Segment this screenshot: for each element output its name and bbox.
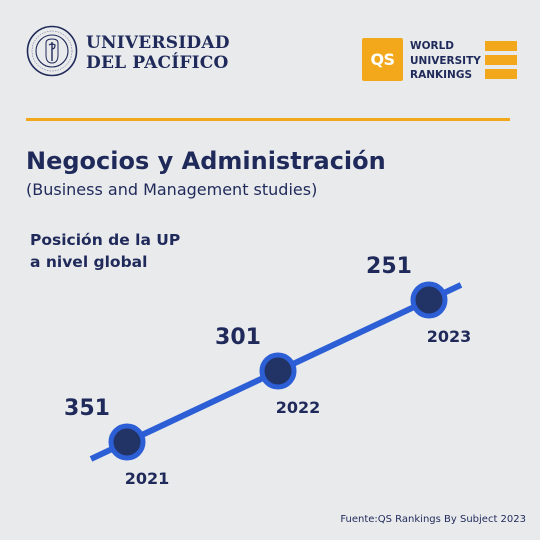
qs-bar-2 [485,55,517,65]
qs-line-1: WORLD [410,40,454,52]
value-label-2022: 301 [215,325,261,350]
year-label-2021: 2021 [125,469,170,488]
qs-line-3: RANKINGS [410,69,473,81]
page-subtitle: (Business and Management studies) [26,180,318,199]
qs-logo: QS [362,38,403,81]
source-note: Fuente:QS Rankings By Subject 2023 [340,514,526,525]
university-name: UNIVERSIDAD DEL PACÍFICO [86,33,230,73]
qs-bar-1 [485,41,517,51]
chart-caption: Posición de la UP a nivel global [30,229,180,273]
data-point-2021 [108,423,146,461]
university-name-line1: UNIVERSIDAD [86,33,230,53]
page-title: Negocios y Administración [26,147,386,175]
value-label-2023: 251 [366,254,412,279]
caption-line-1: Posición de la UP [30,231,181,249]
qs-logo-text: QS [370,50,395,69]
data-point-2023 [410,281,448,319]
qs-line-2: UNIVERSITY [410,54,481,67]
year-label-2022: 2022 [276,398,321,417]
qs-rankings-wordmark: WORLD UNIVERSITY RANKINGS [410,39,481,83]
header-divider [26,118,510,121]
data-point-2022 [259,352,297,390]
year-label-2023: 2023 [427,327,472,346]
value-label-2021: 351 [64,396,110,421]
caption-line-2: a nivel global [30,253,148,271]
university-name-line2: DEL PACÍFICO [86,53,229,73]
qs-bar-3 [485,69,517,79]
university-seal-logo [26,25,78,77]
